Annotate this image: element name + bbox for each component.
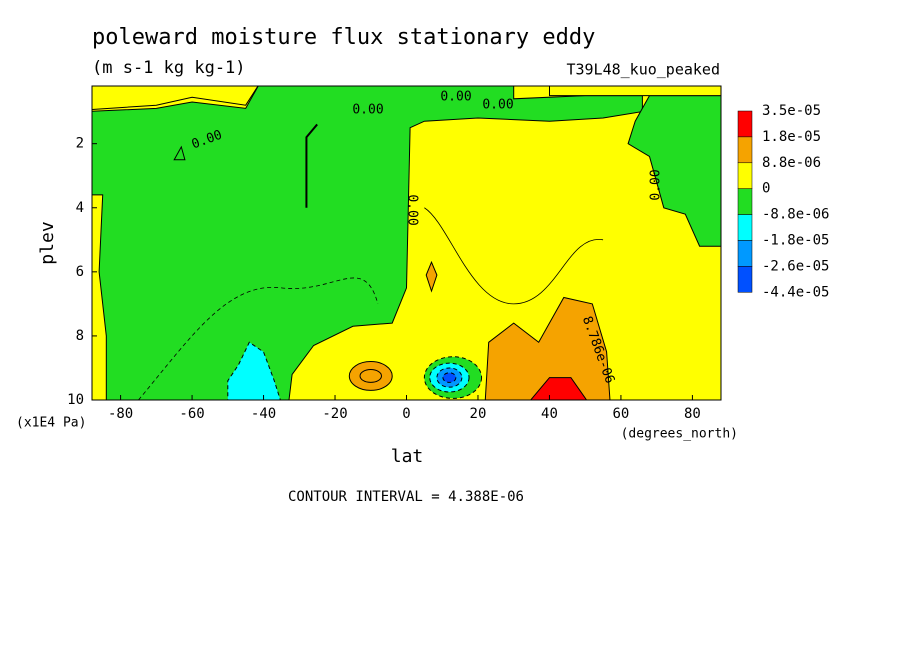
y-tick-label: 4: [76, 200, 84, 216]
colorbar-swatch: [737, 214, 753, 241]
run-label: T39L48_kuo_peaked: [566, 61, 720, 79]
contour-region: [425, 260, 438, 293]
x-tick-label: 20: [470, 406, 487, 422]
y-tick-label: 8: [76, 328, 84, 344]
x-tick-label: -40: [251, 406, 276, 422]
colorbar-label: -1.8e-05: [762, 233, 829, 249]
contour-label: 0.00: [352, 103, 383, 118]
colorbar-label: 1.8e-05: [762, 129, 821, 145]
colorbar-swatch: [737, 136, 753, 164]
y-tick-label: 6: [76, 264, 84, 280]
x-tick-label: 60: [613, 406, 630, 422]
contour-line: [305, 123, 318, 208]
x-units: (degrees_north): [621, 427, 738, 442]
colorbar-label: -2.6e-05: [762, 258, 829, 274]
colorbar-swatch: [737, 188, 753, 215]
colorbar-label: 0: [762, 181, 770, 197]
x-tick-label: 0: [402, 406, 410, 422]
x-tick-label: -80: [108, 406, 133, 422]
chart-subtitle: (m s-1 kg kg-1): [92, 58, 246, 78]
contour-region: [627, 95, 721, 247]
contour-region: [549, 86, 721, 97]
colorbar-label: -4.4e-05: [762, 284, 829, 300]
contour-region: [442, 372, 457, 383]
contour-line: [138, 277, 379, 400]
y-tick-label: 2: [76, 136, 84, 152]
colorbar-swatch: [737, 266, 753, 293]
colorbar-swatch: [737, 110, 753, 138]
colorbar-swatch: [737, 240, 753, 267]
contour-region: [92, 86, 259, 111]
x-tick-label: 40: [541, 406, 558, 422]
contour-label: 0.00: [649, 169, 664, 200]
y-tick-label: 10: [67, 392, 84, 408]
contour-region: [484, 296, 611, 400]
x-axis-label: lat: [391, 446, 424, 467]
contour-region: [359, 369, 382, 383]
y-units: (x1E4 Pa): [16, 416, 86, 431]
colorbar-label: 8.8e-06: [762, 155, 821, 171]
x-tick-label: -20: [322, 406, 347, 422]
contour-region: [92, 86, 643, 400]
contour-label: 0.00: [440, 90, 471, 105]
chart-title: poleward moisture flux stationary eddy: [92, 25, 595, 50]
contour-region: [173, 145, 186, 161]
colorbar-label: 3.5e-05: [762, 103, 821, 119]
x-tick-label: 80: [684, 406, 701, 422]
contour-region: [227, 341, 281, 400]
footnote: CONTOUR INTERVAL = 4.388E-06: [288, 489, 524, 505]
x-tick-label: -60: [179, 406, 204, 422]
contour-label: 0.00: [405, 194, 420, 225]
colorbar-label: -8.8e-06: [762, 207, 829, 223]
colorbar-swatch: [737, 162, 753, 189]
y-axis-label: plev: [37, 221, 58, 264]
plot-area: [92, 86, 721, 400]
contour-region: [530, 377, 588, 400]
contour-label: 0.00: [482, 98, 513, 113]
contour-line: [424, 207, 604, 305]
